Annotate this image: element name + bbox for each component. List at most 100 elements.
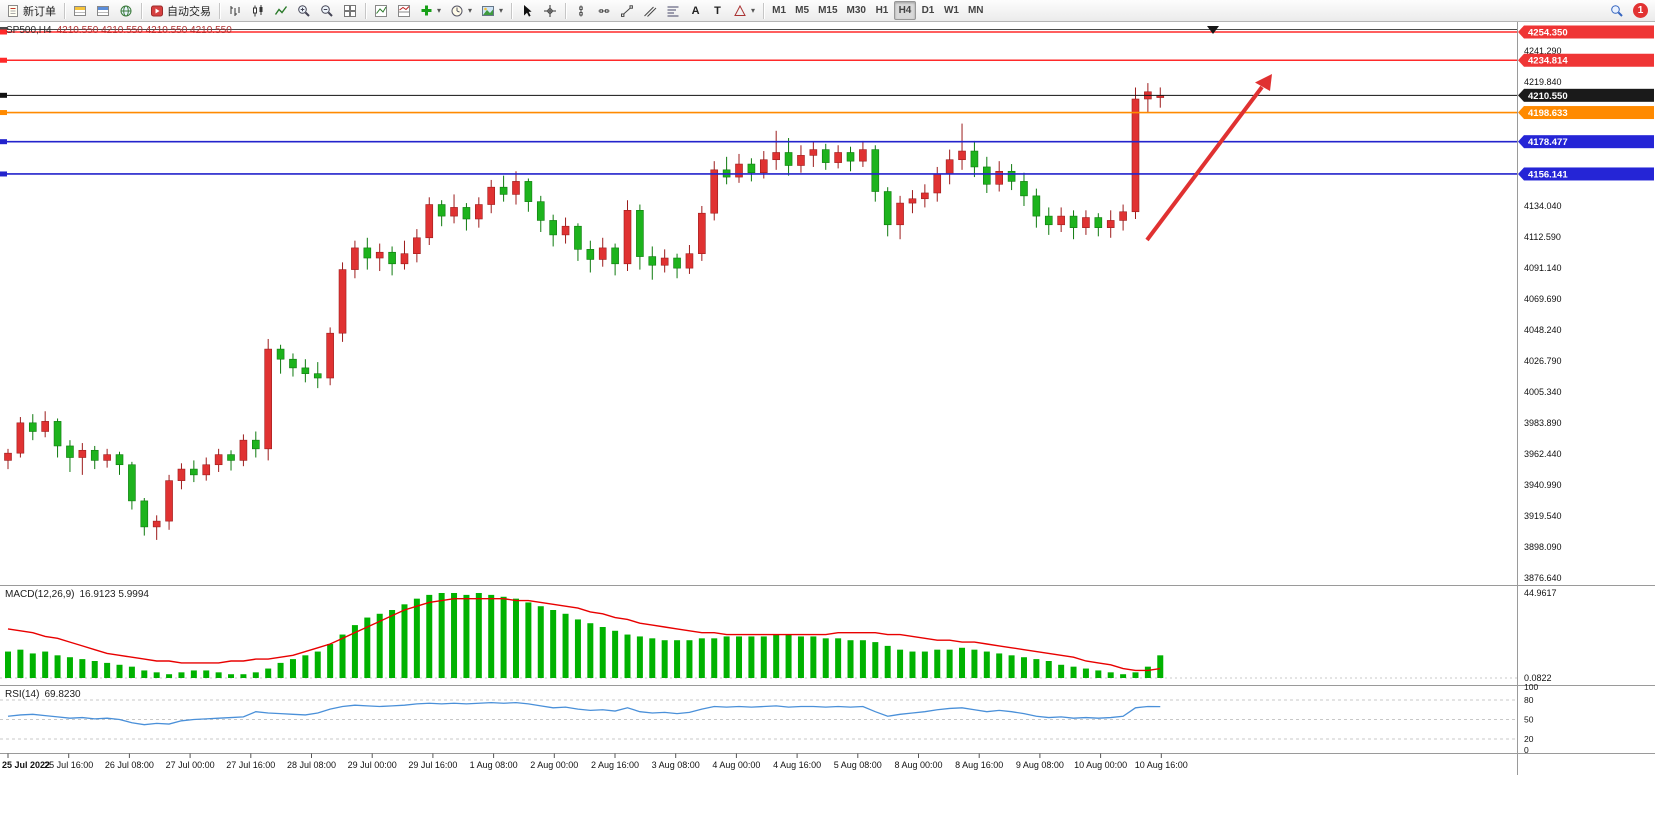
new-order-icon: [6, 4, 20, 18]
macd-histogram-bar: [500, 596, 507, 678]
rsi-axis-label: 50: [1524, 715, 1534, 725]
time-tick-label: 9 Aug 08:00: [1016, 760, 1064, 770]
line-chart-button[interactable]: [270, 1, 292, 20]
notification-badge[interactable]: 1: [1633, 3, 1648, 18]
timeframe-m15-button[interactable]: M15: [814, 1, 841, 20]
candle-body: [115, 454, 124, 466]
timeframe-m1-button[interactable]: M1: [768, 1, 790, 20]
candle-body: [921, 192, 929, 200]
candle-body: [400, 253, 409, 265]
macd-histogram-bar: [736, 636, 743, 678]
fibonacci-button[interactable]: [662, 1, 684, 20]
timeframe-mn-button[interactable]: MN: [964, 1, 988, 20]
trendline-button[interactable]: [616, 1, 638, 20]
vertical-line-button[interactable]: [570, 1, 592, 20]
bar-chart-icon: [228, 4, 242, 18]
candle-body: [958, 150, 966, 161]
zoom-out-button[interactable]: [316, 1, 338, 20]
time-tick-label: 25 Jul 2022: [2, 760, 50, 770]
candle-body: [152, 520, 161, 528]
macd-histogram-bar: [872, 642, 879, 678]
macd-histogram-bar: [698, 638, 705, 678]
text-label-button[interactable]: T: [707, 1, 728, 20]
period-button[interactable]: [446, 1, 476, 20]
timeframe-h4-button[interactable]: H4: [893, 1, 916, 20]
price-tick-label: 4069.690: [1524, 294, 1562, 304]
candle-body: [375, 251, 384, 259]
market-watch-icon: [73, 4, 87, 18]
search-button[interactable]: [1606, 1, 1628, 20]
candlestick-chart-button[interactable]: [247, 1, 269, 20]
timeframe-m5-button[interactable]: M5: [791, 1, 813, 20]
macd-histogram-bar: [674, 640, 681, 678]
macd-histogram-bar: [128, 666, 135, 678]
candle-body: [883, 191, 892, 226]
candle-body: [264, 348, 272, 450]
news-globe-button[interactable]: [115, 1, 137, 20]
template-button[interactable]: [477, 1, 507, 20]
macd-axis-label: 0.0822: [1524, 673, 1552, 683]
bar-chart-button[interactable]: [224, 1, 246, 20]
price-tick-label: 3983.890: [1524, 418, 1562, 428]
cursor-button[interactable]: [516, 1, 538, 20]
macd-histogram-bar: [438, 592, 445, 678]
time-axis[interactable]: [0, 754, 1655, 778]
macd-histogram-bar: [1020, 657, 1027, 678]
tile-windows-button[interactable]: [339, 1, 361, 20]
add-indicator-button[interactable]: [416, 1, 445, 20]
time-tick-label: 29 Jul 16:00: [408, 760, 457, 770]
candle-body: [772, 152, 780, 161]
candle-body: [871, 149, 880, 192]
rsi-axis-label: 80: [1524, 695, 1534, 705]
text-button[interactable]: A: [685, 1, 706, 20]
candle-body: [846, 152, 855, 162]
price-badge: [1524, 106, 1654, 120]
macd-histogram-bar: [252, 672, 259, 678]
indicator-list-button[interactable]: [370, 1, 392, 20]
zoom-in-button[interactable]: [293, 1, 315, 20]
channel-button[interactable]: [639, 1, 661, 20]
price-badge-notch: [1518, 135, 1524, 149]
crosshair-button[interactable]: [539, 1, 561, 20]
candle-body: [462, 207, 471, 220]
indicator-window-button[interactable]: [393, 1, 415, 20]
macd-histogram-bar: [141, 670, 148, 678]
macd-histogram-bar: [884, 645, 891, 678]
timeframe-d1-button[interactable]: D1: [917, 1, 939, 20]
macd-histogram-bar: [302, 655, 309, 678]
macd-histogram-bar: [66, 657, 73, 678]
crosshair-icon: [543, 4, 557, 18]
down-triangle-marker[interactable]: [1207, 26, 1219, 34]
shapes-button[interactable]: [729, 1, 759, 20]
trend-arrow-head[interactable]: [1255, 74, 1272, 91]
price-tick-label: 3876.640: [1524, 573, 1562, 583]
macd-histogram-bar: [624, 634, 631, 678]
candle-body: [4, 452, 12, 461]
timeframe-h1-button[interactable]: H1: [871, 1, 893, 20]
price-badge-label: 4178.477: [1528, 137, 1568, 148]
auto-trading-label: 自动交易: [167, 5, 211, 18]
timeframe-w1-button[interactable]: W1: [940, 1, 963, 20]
auto-trading-button[interactable]: 自动交易: [146, 1, 215, 20]
market-watch-button[interactable]: [69, 1, 91, 20]
horizontal-line-button[interactable]: [593, 1, 615, 20]
new-order-button[interactable]: 新订单: [2, 1, 60, 20]
time-tick-label: 8 Aug 16:00: [955, 760, 1003, 770]
macd-histogram-bar: [401, 604, 408, 678]
channel-icon: [643, 4, 657, 18]
macd-histogram-bar: [488, 594, 495, 678]
time-tick-label: 26 Jul 08:00: [105, 760, 154, 770]
data-window-button[interactable]: [92, 1, 114, 20]
candle-body: [710, 169, 719, 214]
macd-histogram-bar: [91, 660, 98, 678]
macd-histogram-bar: [1095, 670, 1102, 678]
candle-body: [1020, 181, 1028, 197]
timeframe-m30-button[interactable]: M30: [843, 1, 870, 20]
candle-body: [363, 247, 372, 259]
candle-body: [524, 181, 533, 202]
trend-arrow[interactable]: [1145, 85, 1264, 242]
macd-histogram-bar: [5, 651, 11, 678]
macd-histogram-bar: [996, 653, 1003, 678]
price-axis[interactable]: [1518, 22, 1655, 775]
